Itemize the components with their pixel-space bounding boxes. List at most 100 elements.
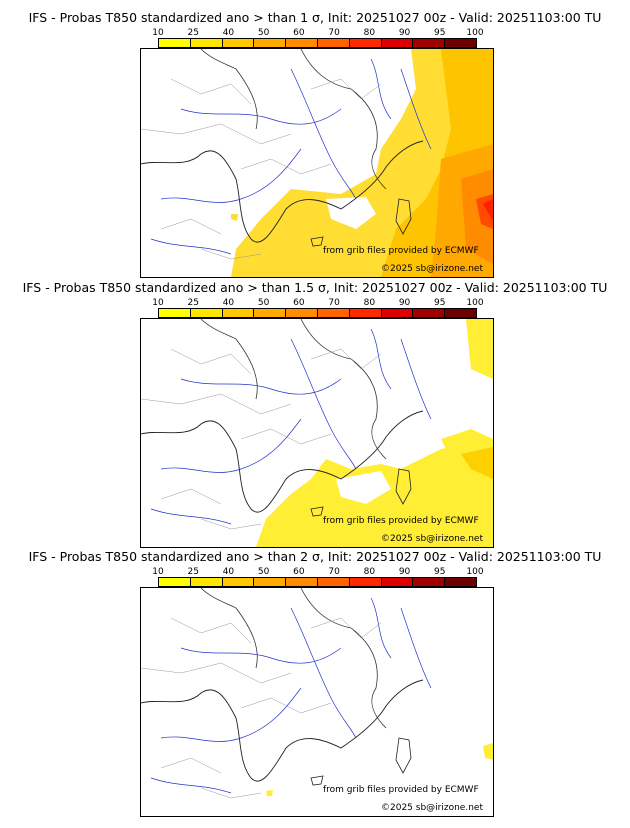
legend-swatch (286, 309, 318, 317)
legend-swatch (222, 309, 255, 317)
legend-swatch (349, 578, 382, 586)
map-layer (141, 319, 493, 547)
border (200, 319, 258, 400)
legend-swatch (413, 309, 446, 317)
legend-tick-label: 60 (293, 567, 305, 577)
legend-swatch (445, 39, 476, 47)
source-credit: from grib files provided by ECMWF (323, 246, 479, 256)
legend-tick-label: 50 (257, 567, 270, 577)
legend-colorbar (158, 308, 477, 318)
legend-tick-label: 60 (293, 298, 305, 308)
legend-tick-label: 60 (293, 28, 305, 38)
admin-borders (141, 617, 382, 799)
admin-borders (141, 348, 382, 530)
panel-1: IFS - Probas T850 standardized ano > tha… (0, 10, 630, 278)
legend-labels: 10 25 40 50 60 70 80 90 95 100 (152, 28, 483, 39)
map-layer (141, 588, 493, 799)
probability-map: from grib files provided by ECMWF ©2025 … (140, 587, 494, 817)
legend-swatch (222, 39, 255, 47)
border (300, 49, 387, 190)
legend-tick-label: 25 (187, 298, 199, 308)
probability-area (483, 199, 493, 221)
panel-title: IFS - Probas T850 standardized ano > tha… (28, 549, 602, 564)
panel-title: IFS - Probas T850 standardized ano > tha… (28, 10, 602, 25)
legend-tick-label: 40 (222, 298, 235, 308)
panel-3: IFS - Probas T850 standardized ano > tha… (0, 549, 630, 819)
legend-swatch (413, 39, 446, 47)
legend-tick-label: 25 (187, 28, 199, 38)
copyright-credit: ©2025 sb@irizone.net (381, 803, 483, 813)
island-outline (310, 236, 324, 247)
legend-swatch (381, 309, 414, 317)
legend-swatch (190, 309, 223, 317)
legend-swatch (159, 578, 191, 586)
border (300, 588, 387, 729)
legend-labels: 10 25 40 50 60 70 80 90 95 100 (152, 567, 483, 578)
source-credit: from grib files provided by ECMWF (323, 785, 479, 795)
legend-swatch (286, 578, 318, 586)
legend-tick-label: 100 (466, 567, 484, 577)
legend-swatch (254, 39, 287, 47)
legend-swatch (222, 578, 255, 586)
island-outline (395, 198, 412, 235)
panel-2: IFS - Probas T850 standardized ano > tha… (0, 280, 630, 548)
admin-borders (141, 78, 382, 260)
copyright-credit: ©2025 sb@irizone.net (381, 534, 483, 544)
copyright-credit: ©2025 sb@irizone.net (381, 264, 483, 274)
legend-swatch (254, 578, 287, 586)
legend-tick-label: 40 (222, 28, 235, 38)
coastline (141, 410, 424, 513)
legend-swatch (445, 578, 476, 586)
legend-colorbar (158, 577, 477, 587)
legend-tick-label: 10 (152, 567, 164, 577)
legend-tick-label: 95 (434, 28, 446, 38)
legend-swatch (190, 578, 223, 586)
coastline (141, 140, 424, 243)
island-outline (395, 737, 412, 774)
legend-tick-label: 50 (257, 28, 270, 38)
legend-tick-label: 95 (434, 298, 446, 308)
legend-labels: 10 25 40 50 60 70 80 90 95 100 (152, 298, 483, 309)
legend-swatch (381, 578, 414, 586)
legend-swatch (445, 309, 476, 317)
rivers (150, 597, 432, 794)
legend-swatch (381, 39, 414, 47)
source-credit: from grib files provided by ECMWF (323, 516, 479, 526)
island-outline (310, 775, 324, 786)
legend-tick-label: 90 (398, 298, 411, 308)
legend-tick-label: 80 (363, 28, 376, 38)
legend-tick-label: 100 (466, 298, 484, 308)
legend-swatch (190, 39, 223, 47)
probability-area (466, 319, 493, 379)
legend-colorbar (158, 38, 477, 48)
legend-tick-label: 10 (152, 28, 164, 38)
probability-area (266, 790, 273, 796)
probability-map: from grib files provided by ECMWF ©2025 … (140, 48, 494, 278)
probability-area (483, 743, 493, 760)
legend-tick-label: 95 (434, 567, 446, 577)
legend-tick-label: 40 (222, 567, 235, 577)
coastline (141, 679, 424, 782)
legend-tick-label: 90 (398, 28, 411, 38)
legend-swatch (349, 39, 382, 47)
legend-swatch (317, 578, 350, 586)
legend-swatch (413, 578, 446, 586)
legend-swatch (349, 309, 382, 317)
island-outline (395, 468, 412, 505)
probability-area (461, 169, 493, 264)
map-layer (141, 49, 493, 277)
probability-map: from grib files provided by ECMWF ©2025 … (140, 318, 494, 548)
panel-title: IFS - Probas T850 standardized ano > tha… (22, 280, 608, 295)
rivers (150, 328, 432, 525)
border (200, 49, 258, 130)
legend-swatch (286, 39, 318, 47)
legend-swatch (159, 39, 191, 47)
legend-swatch (254, 309, 287, 317)
legend-swatch (159, 309, 191, 317)
island-outline (310, 506, 324, 517)
probability-area (461, 447, 493, 479)
rivers (150, 58, 432, 255)
legend-tick-label: 70 (328, 567, 340, 577)
legend-tick-label: 80 (363, 298, 376, 308)
legend-tick-label: 10 (152, 298, 164, 308)
